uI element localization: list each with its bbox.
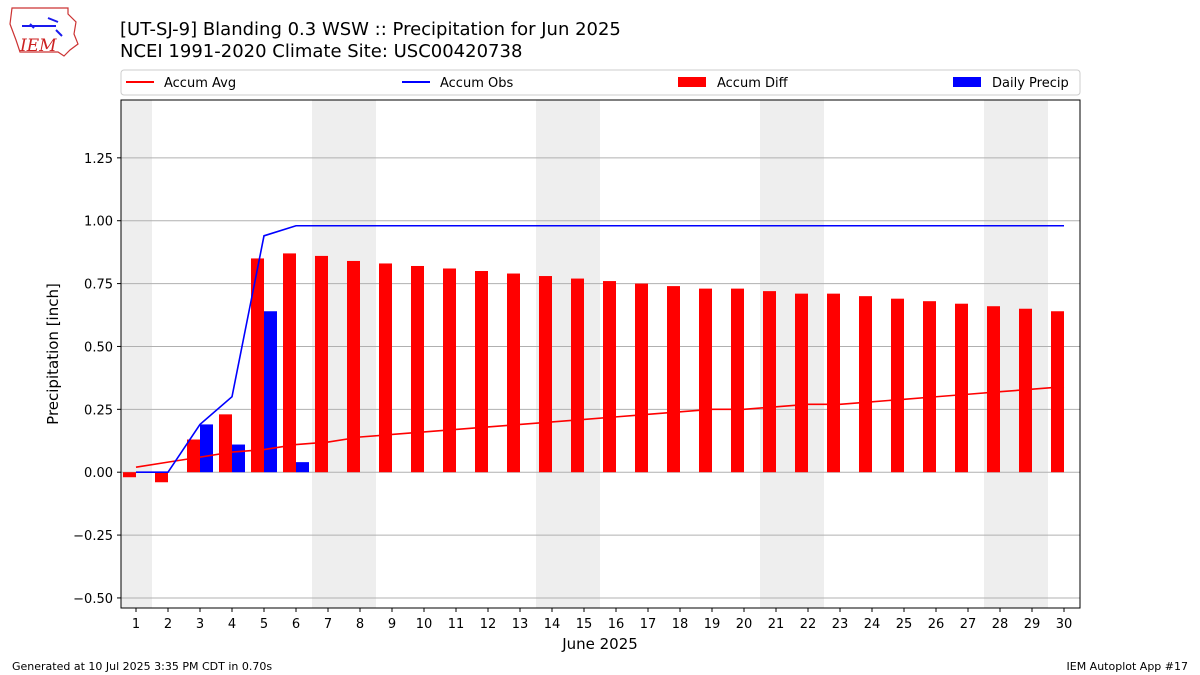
- chart-title: [UT-SJ-9] Blanding 0.3 WSW :: Precipitat…: [120, 19, 621, 40]
- iem-logo: IEM: [9, 7, 79, 57]
- accum-diff-bar: [699, 288, 712, 473]
- x-tick-label: 16: [608, 617, 625, 632]
- footer-generated: Generated at 10 Jul 2025 3:35 PM CDT in …: [12, 660, 272, 673]
- legend-box: [120, 69, 1081, 96]
- accum-obs-line: [136, 224, 1064, 474]
- x-tick-label: 20: [736, 617, 753, 632]
- accum-diff-bar: [859, 296, 872, 473]
- x-tick-label: 12: [480, 617, 497, 632]
- daily-precip-bar: [264, 311, 277, 473]
- y-axis-label: Precipitation [inch]: [44, 283, 62, 425]
- x-tick-label: 14: [544, 617, 561, 632]
- x-tick-label: 7: [324, 617, 332, 632]
- x-tick-label: 4: [228, 617, 236, 632]
- accum-diff-bar: [635, 283, 648, 473]
- accum-diff-bar: [923, 301, 936, 473]
- accum-diff-bar: [987, 306, 1000, 473]
- accum-diff-bar: [731, 288, 744, 473]
- accum-diff-bar: [283, 253, 296, 473]
- accum-diff-bar: [187, 439, 200, 473]
- accum-diff-bar: [475, 271, 488, 473]
- x-tick-label: 1: [132, 617, 140, 632]
- x-tick-label: 10: [416, 617, 433, 632]
- x-tick-label: 18: [672, 617, 689, 632]
- daily-precip-bar: [200, 424, 213, 473]
- accum-diff-bar: [763, 291, 776, 473]
- x-axis-label: June 2025: [561, 635, 638, 653]
- x-tick-label: 3: [196, 617, 204, 632]
- accum-diff-bar: [251, 258, 264, 473]
- accum-diff-bar: [219, 414, 232, 473]
- accum-diff-bar: [795, 293, 808, 473]
- x-tick-label: 11: [448, 617, 465, 632]
- daily-precip-bar: [232, 444, 245, 473]
- y-tick-label: 1.25: [84, 152, 113, 167]
- legend-swatch-accum-diff: [678, 77, 706, 87]
- logo-text: IEM: [19, 36, 57, 56]
- accum-diff-bar: [603, 281, 616, 473]
- x-tick-label: 26: [928, 617, 945, 632]
- x-tick-label: 30: [1056, 617, 1073, 632]
- x-tick-label: 13: [512, 617, 529, 632]
- accum-diff-bar: [507, 273, 520, 473]
- y-tick-label: 0.00: [84, 466, 113, 481]
- x-tick-label: 2: [164, 617, 172, 632]
- accum-diff-bar: [155, 472, 168, 483]
- y-tick-label: 0.75: [84, 278, 113, 293]
- accum-diff-bar: [443, 268, 456, 473]
- gridlines: [121, 157, 1080, 599]
- accum-diff-bar: [411, 265, 424, 473]
- x-tick-label: 9: [388, 617, 396, 632]
- x-tick-label: 23: [832, 617, 849, 632]
- iowa-outline-icon: [9, 7, 79, 57]
- plot-frame: [120, 99, 1081, 609]
- legend-swatch-daily-precip: [953, 77, 981, 87]
- daily-precip-bar: [296, 462, 309, 473]
- accum-diff-bar: [123, 472, 136, 478]
- y-axis: −0.50 −0.25 0.00 0.25 0.50 0.75 1.00 1.25: [73, 152, 121, 607]
- x-tick-label: 28: [992, 617, 1009, 632]
- legend-label-accum-obs: Accum Obs: [440, 76, 513, 91]
- y-tick-label: 0.25: [84, 403, 113, 418]
- weekend-band: [121, 100, 152, 608]
- x-tick-label: 17: [640, 617, 657, 632]
- y-tick-label: 0.50: [84, 340, 113, 355]
- x-tick-label: 15: [576, 617, 593, 632]
- accum-diff-bar: [827, 293, 840, 473]
- accum-diff-bar: [315, 255, 328, 473]
- accum-diff-bar: [955, 303, 968, 473]
- x-tick-label: 29: [1024, 617, 1041, 632]
- x-tick-label: 6: [292, 617, 300, 632]
- legend-label-accum-diff: Accum Diff: [717, 76, 789, 91]
- accum-diff-bar: [347, 260, 360, 473]
- x-tick-label: 19: [704, 617, 721, 632]
- line-series: [135, 224, 1065, 474]
- accum-diff-bar: [1051, 311, 1064, 473]
- y-tick-label: −0.50: [73, 592, 113, 607]
- accum-diff-bar: [379, 263, 392, 473]
- legend-label-daily-precip: Daily Precip: [992, 76, 1069, 91]
- accum-avg-line: [135, 385, 1065, 468]
- accum-diff-bar: [667, 286, 680, 473]
- bar-series: [123, 253, 1064, 483]
- y-tick-label: −0.25: [73, 529, 113, 544]
- accum-diff-bar: [571, 278, 584, 473]
- x-tick-label: 24: [864, 617, 881, 632]
- accum-diff-bar: [891, 298, 904, 473]
- footer-app-id: IEM Autoplot App #17: [1067, 660, 1189, 673]
- x-tick-label: 25: [896, 617, 913, 632]
- chart-subtitle: NCEI 1991-2020 Climate Site: USC00420738: [120, 41, 522, 62]
- weather-symbols-icon: [22, 17, 63, 37]
- accum-diff-bar: [539, 276, 552, 473]
- y-tick-label: 1.00: [84, 215, 113, 230]
- x-tick-label: 5: [260, 617, 268, 632]
- x-axis: 1 2 3 4 5 6 7 8 9 10 11 12 13 14 15 16 17 18 19 20 21 22 23 24 2…: [132, 608, 1072, 632]
- legend-label-accum-avg: Accum Avg: [164, 76, 236, 91]
- x-tick-label: 27: [960, 617, 977, 632]
- x-tick-label: 22: [800, 617, 817, 632]
- legend: Accum Avg Accum Obs Accum Diff Daily Pre…: [120, 69, 1081, 96]
- x-tick-label: 21: [768, 617, 785, 632]
- x-tick-label: 8: [356, 617, 364, 632]
